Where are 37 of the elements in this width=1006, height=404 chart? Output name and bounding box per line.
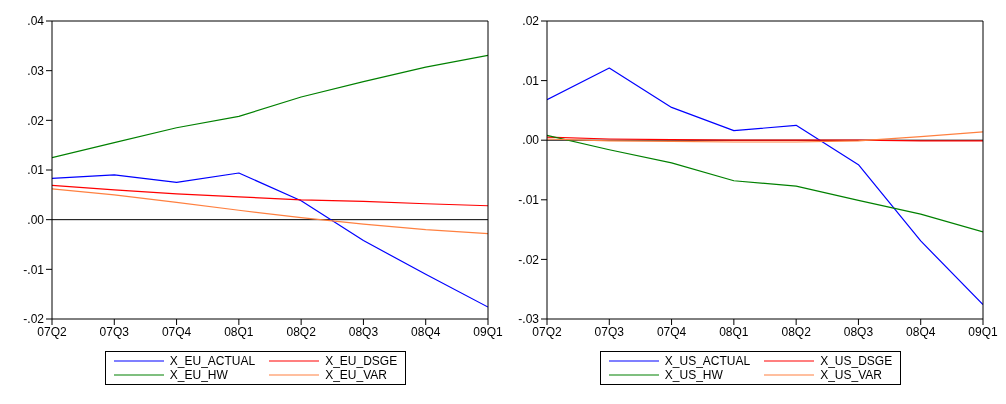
- x-tick-label: 07Q2: [37, 324, 67, 339]
- y-tick-label: .02: [27, 113, 45, 128]
- y-tick-label: .04: [27, 14, 45, 29]
- legend-label: X_EU_DSGE: [325, 354, 398, 368]
- x-tick-label: 08Q1: [719, 324, 749, 339]
- y-tick-label: -.03: [518, 312, 540, 327]
- x-tick-label: 07Q3: [594, 324, 625, 339]
- x-tick-label: 07Q4: [161, 324, 192, 339]
- x-tick-label: 08Q4: [411, 324, 441, 339]
- x-tick-label: 08Q4: [906, 324, 936, 339]
- x-tick-label: 08Q3: [843, 324, 874, 339]
- y-tick-label: .00: [522, 133, 540, 148]
- legend-label: X_US_DSGE: [820, 354, 893, 368]
- y-tick-label: .00: [27, 212, 45, 227]
- x-tick-label: 07Q3: [99, 324, 130, 339]
- x-tick-label: 09Q1: [473, 324, 503, 339]
- x-tick-label: 08Q3: [348, 324, 379, 339]
- legend-label: X_US_HW: [664, 368, 723, 382]
- y-tick-label: .02: [522, 14, 540, 29]
- y-tick-label: .03: [27, 63, 45, 78]
- x-tick-label: 07Q2: [532, 324, 562, 339]
- legend-label: X_EU_ACTUAL: [169, 354, 256, 368]
- y-tick-label: -.01: [518, 193, 540, 208]
- y-tick-label: -.02: [518, 252, 540, 267]
- y-tick-label: -.01: [23, 262, 45, 277]
- legend-label: X_US_ACTUAL: [664, 354, 751, 368]
- legend-label: X_EU_VAR: [325, 368, 387, 382]
- x-tick-label: 08Q2: [781, 324, 812, 339]
- x-tick-label: 09Q1: [968, 324, 998, 339]
- x-tick-label: 08Q2: [286, 324, 317, 339]
- y-tick-label: .01: [27, 163, 45, 178]
- x-tick-label: 08Q1: [224, 324, 254, 339]
- y-tick-label: -.02: [23, 312, 45, 327]
- legend-label: X_US_VAR: [820, 368, 882, 382]
- legend-label: X_EU_HW: [169, 368, 228, 382]
- y-tick-label: .01: [522, 73, 540, 88]
- x-tick-label: 07Q4: [656, 324, 687, 339]
